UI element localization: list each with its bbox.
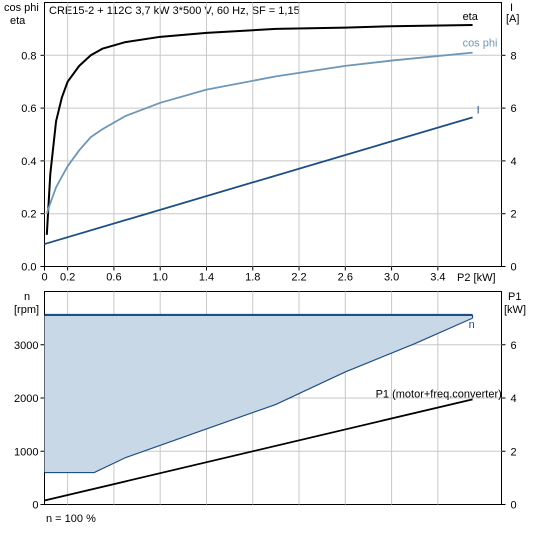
top-xtick-label: 2.2 (291, 272, 306, 284)
top-left-ytick-label: 0.4 (21, 156, 36, 168)
bottom-right-ylabel-1: P1 (508, 291, 521, 303)
top-right-ytick-label: 8 (511, 50, 517, 62)
bottom-left-ylabel-1: n (24, 291, 30, 303)
series-i-label: I (477, 104, 480, 116)
bottom-left-ytick-label: 2000 (14, 393, 38, 405)
series-cos-phi-line (45, 51, 473, 214)
speed-range-area (44, 314, 473, 473)
top-xtick-label: 0.2 (60, 272, 75, 284)
top-right-ytick-label: 4 (511, 156, 517, 168)
top-left-ylabel-2: eta (10, 15, 26, 27)
top-left-ytick-label: 0.8 (21, 50, 36, 62)
chart-title: CRE15-2 + 112C 3,7 kW 3*500 V, 60 Hz, SF… (49, 5, 300, 17)
series-i-line (44, 116, 473, 245)
bottom-right-ytick-label: 0 (511, 500, 517, 512)
series-p1-label: P1 (motor+freq.converter) (376, 388, 502, 400)
bottom-left-ytick-label: 0 (32, 500, 38, 512)
bottom-left-ylabel-2: [rpm] (14, 304, 39, 316)
top-right-ytick-label: 2 (511, 209, 517, 221)
top-left-ytick-label: 0.2 (21, 209, 36, 221)
speed-min-line (44, 317, 473, 474)
top-xtick-label: 1.0 (153, 272, 168, 284)
top-plot-frame (44, 2, 502, 267)
top-xtick-label: 0.6 (106, 272, 121, 284)
series-eta-line (45, 23, 473, 235)
top-xtick-label: 1.4 (199, 272, 214, 284)
top-left-ylabel-1: cos phi (4, 2, 39, 14)
bottom-right-ytick-label: 2 (511, 446, 517, 458)
top-xtick-label: 1.8 (245, 272, 260, 284)
top-xtick-label: 0 (41, 272, 47, 284)
bottom-right-ylabel-2: [kW] (504, 304, 526, 316)
top-right-ylabel-1: I (510, 2, 513, 14)
bottom-left-ytick-label: 1000 (14, 446, 38, 458)
series-p1-line (44, 398, 473, 502)
top-right-ytick-label: 6 (511, 103, 517, 115)
speed-footer: n = 100 % (46, 513, 96, 525)
top-left-ytick-label: 0.6 (21, 103, 36, 115)
bottom-left-ytick-label: 3000 (14, 340, 38, 352)
top-xtick-label: 3.0 (384, 272, 399, 284)
series-eta-label: eta (463, 11, 479, 23)
series-cos-phi-label: cos phi (463, 38, 498, 50)
bottom-right-ytick-label: 6 (511, 340, 517, 352)
top-xtick-label: 3.4 (430, 272, 445, 284)
bottom-right-ytick-label: 4 (511, 393, 517, 405)
top-xlabel: P2 [kW] (457, 272, 496, 284)
top-xtick-label: 2.6 (338, 272, 353, 284)
top-right-ytick-label: 0 (511, 262, 517, 274)
top-left-ytick-label: 0.0 (21, 262, 36, 274)
series-n-label: n (469, 319, 475, 331)
top-right-ylabel-2: [A] (506, 13, 519, 25)
